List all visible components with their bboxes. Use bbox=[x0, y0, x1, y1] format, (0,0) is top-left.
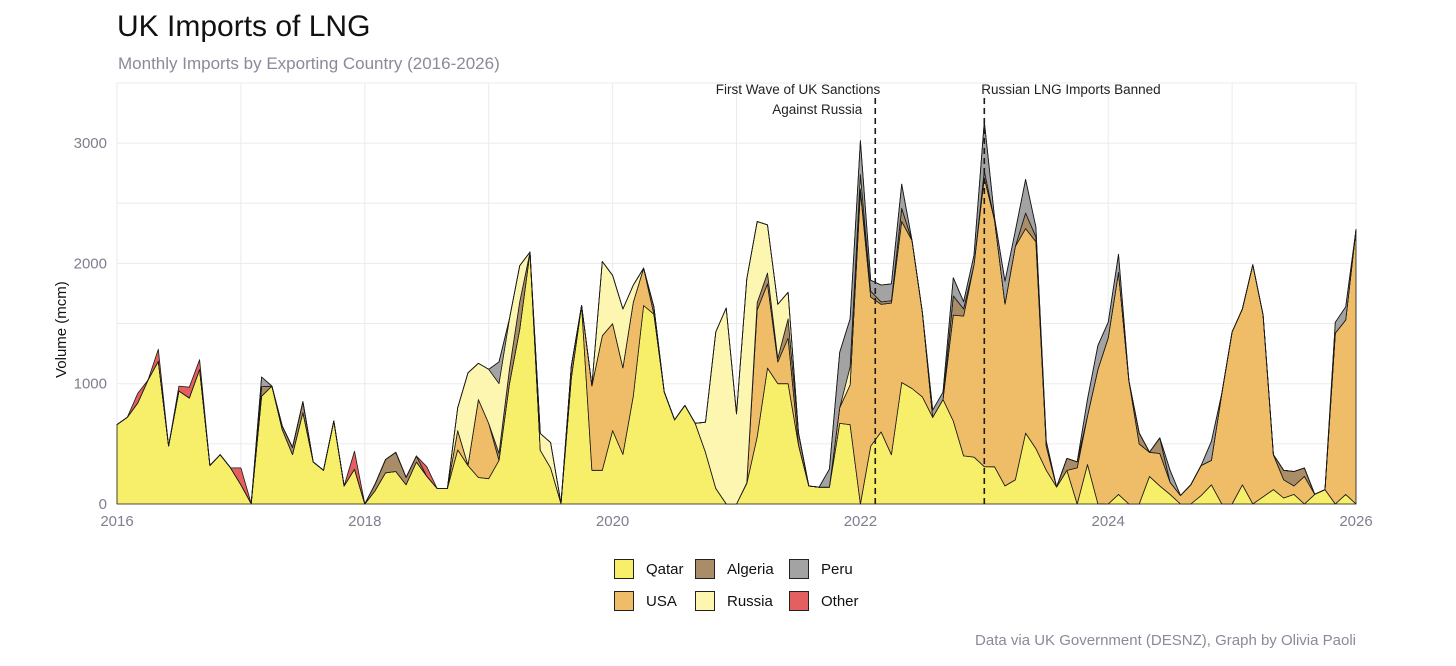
chart-caption: Data via UK Government (DESNZ), Graph by… bbox=[975, 632, 1356, 649]
legend-swatch-peru bbox=[789, 559, 809, 579]
legend-item-russia: Russia bbox=[695, 590, 789, 612]
legend-item-algeria: Algeria bbox=[695, 558, 789, 580]
legend-label-other: Other bbox=[821, 592, 859, 610]
y-tick-label-1000: 1000 bbox=[74, 376, 107, 393]
y-tick-label-3000: 3000 bbox=[74, 135, 107, 152]
legend-label-qatar: Qatar bbox=[646, 560, 684, 578]
x-tick-label-2026: 2026 bbox=[1339, 513, 1372, 530]
legend-swatch-qatar bbox=[614, 559, 634, 579]
area-series-other bbox=[116, 121, 1357, 505]
y-tick-label-2000: 2000 bbox=[74, 255, 107, 272]
legend-swatch-other bbox=[789, 591, 809, 611]
legend-item-usa: USA bbox=[614, 590, 695, 612]
legend-swatch-algeria bbox=[695, 559, 715, 579]
legend-swatch-russia bbox=[695, 591, 715, 611]
legend-label-peru: Peru bbox=[821, 560, 853, 578]
x-tick-label-2022: 2022 bbox=[844, 513, 877, 530]
legend-label-algeria: Algeria bbox=[727, 560, 774, 578]
legend-label-russia: Russia bbox=[727, 592, 773, 610]
legend-swatch-usa bbox=[614, 591, 634, 611]
y-axis-label: Volume (mcm) bbox=[53, 281, 70, 378]
x-tick-label-2016: 2016 bbox=[100, 513, 133, 530]
x-tick-label-2018: 2018 bbox=[348, 513, 381, 530]
legend: Qatar Algeria Peru USA Russia Other bbox=[614, 558, 869, 612]
annotation-label-0: First Wave of UK Sanctions Against Russia bbox=[716, 82, 881, 117]
x-tick-label-2020: 2020 bbox=[596, 513, 629, 530]
annotation-label-1: Russian LNG Imports Banned bbox=[981, 82, 1160, 97]
legend-item-other: Other bbox=[789, 590, 869, 612]
chart-subtitle: Monthly Imports by Exporting Country (20… bbox=[118, 54, 500, 73]
legend-item-peru: Peru bbox=[789, 558, 869, 580]
chart-title: UK Imports of LNG bbox=[117, 10, 371, 43]
y-tick-label-0: 0 bbox=[99, 496, 107, 513]
legend-item-qatar: Qatar bbox=[614, 558, 695, 580]
legend-label-usa: USA bbox=[646, 592, 677, 610]
x-tick-label-2024: 2024 bbox=[1092, 513, 1125, 530]
